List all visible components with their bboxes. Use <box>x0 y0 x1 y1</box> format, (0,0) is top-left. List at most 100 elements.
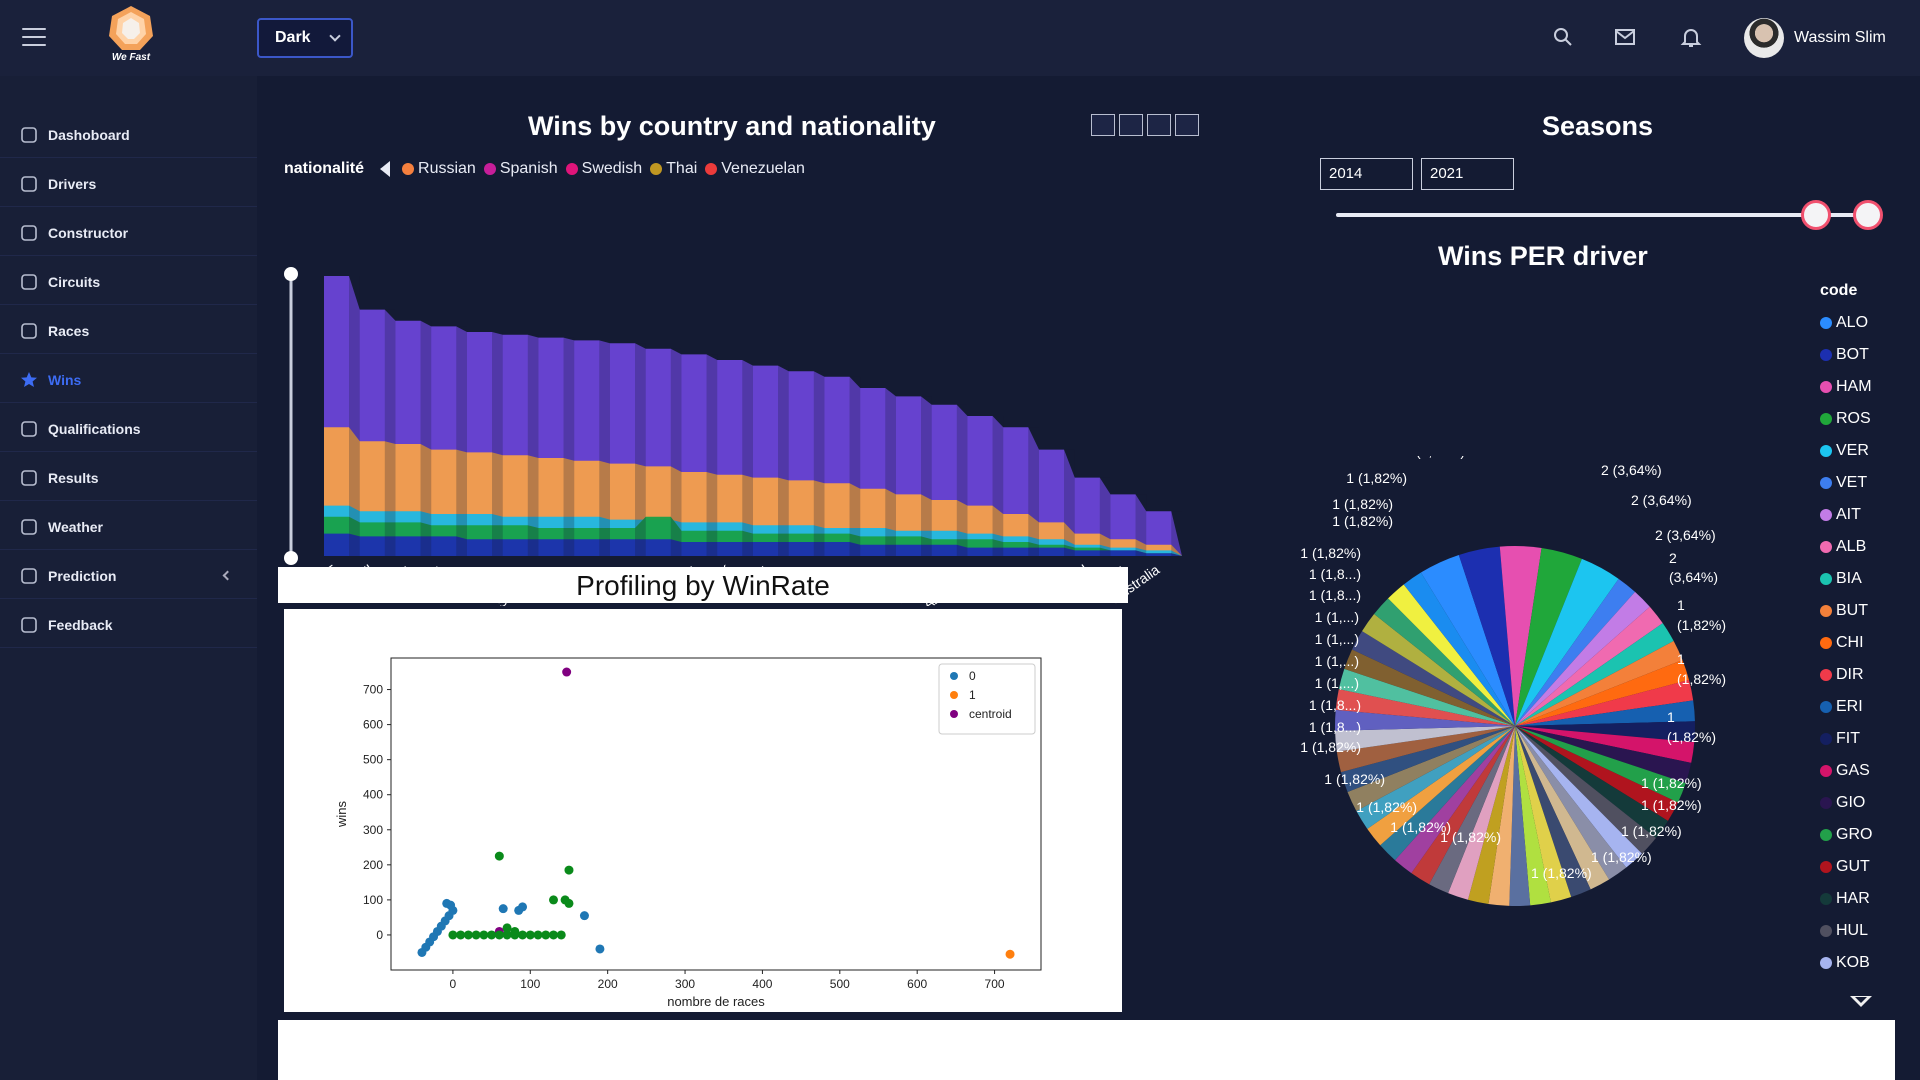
pie-slice[interactable] <box>1515 726 1678 821</box>
pie-slice[interactable] <box>1515 591 1650 726</box>
pie-slice[interactable] <box>1515 700 1695 726</box>
pie-slice[interactable] <box>1515 726 1686 803</box>
season-slider-track[interactable] <box>1336 213 1866 217</box>
code-legend-item[interactable]: GRO <box>1820 819 1872 851</box>
code-legend-item[interactable]: BIA <box>1820 563 1872 595</box>
pie-slice[interactable] <box>1380 726 1515 861</box>
pie-slice[interactable] <box>1403 572 1515 726</box>
bell-icon[interactable] <box>1680 26 1702 48</box>
pie-slice[interactable] <box>1429 726 1515 894</box>
pie-slice[interactable] <box>1515 726 1656 854</box>
sidebar-item-drivers[interactable]: Drivers <box>0 161 257 207</box>
sidebar-item-qualifications[interactable]: Qualifications <box>0 406 257 452</box>
sidebar-item-weather[interactable]: Weather <box>0 504 257 550</box>
sidebar-item-races[interactable]: Races <box>0 308 257 354</box>
pie-slice[interactable] <box>1515 721 1695 743</box>
code-legend-item[interactable]: AIT <box>1820 499 1872 531</box>
pie-slice[interactable] <box>1515 726 1551 906</box>
pie-slice[interactable] <box>1515 726 1627 880</box>
pie-slice[interactable] <box>1515 606 1663 726</box>
legend-item[interactable]: Russian <box>402 160 476 178</box>
code-legend-item[interactable]: BUT <box>1820 595 1872 627</box>
code-legend-item[interactable]: GAS <box>1820 755 1872 787</box>
season-from-input[interactable]: 2014 <box>1320 158 1413 190</box>
pie-slice[interactable] <box>1515 659 1689 726</box>
code-legend-item[interactable]: FIT <box>1820 723 1872 755</box>
pie-slice[interactable] <box>1515 726 1668 839</box>
pie-slice[interactable] <box>1420 554 1515 726</box>
pie-slice[interactable] <box>1515 623 1674 726</box>
pie-slice[interactable] <box>1458 546 1515 726</box>
mail-icon[interactable] <box>1614 26 1636 48</box>
season-slider-handle-end[interactable] <box>1853 200 1883 230</box>
pie-slice[interactable] <box>1352 631 1515 726</box>
pie-slice[interactable] <box>1367 726 1515 846</box>
pie-slice[interactable] <box>1374 598 1515 726</box>
sidebar-item-feedback[interactable]: Feedback <box>0 602 257 648</box>
pie-slice[interactable] <box>1335 709 1515 731</box>
sidebar-item-circuits[interactable]: Circuits <box>0 259 257 305</box>
legend-item[interactable]: Swedish <box>565 160 642 178</box>
pie-slice[interactable] <box>1448 726 1515 900</box>
code-legend-item[interactable]: GIO <box>1820 787 1872 819</box>
legend-scroll-down-icon[interactable] <box>1850 996 1872 1007</box>
search-icon[interactable] <box>1552 26 1574 48</box>
pie-slice[interactable] <box>1515 726 1692 784</box>
pie-slice[interactable] <box>1347 726 1515 812</box>
theme-dropdown[interactable]: Dark <box>257 18 353 58</box>
pie-slice[interactable] <box>1515 726 1695 763</box>
chevron-left-icon[interactable] <box>222 570 233 581</box>
filter-icon[interactable] <box>1119 114 1143 136</box>
pie-slice[interactable] <box>1356 726 1515 829</box>
pie-slice[interactable] <box>1499 546 1542 726</box>
code-legend-item[interactable]: ALB <box>1820 531 1872 563</box>
code-legend-item[interactable]: BOT <box>1820 339 1872 371</box>
range-slider-handle-top[interactable] <box>284 267 298 281</box>
pie-slice[interactable] <box>1336 726 1515 773</box>
pie-slice[interactable] <box>1515 726 1572 903</box>
pie-slice[interactable] <box>1515 547 1582 726</box>
pie-slice[interactable] <box>1344 649 1515 726</box>
legend-item[interactable]: Spanish <box>483 160 558 178</box>
pie-slice[interactable] <box>1515 578 1636 726</box>
pie-slice[interactable] <box>1515 726 1591 898</box>
pie-slice[interactable] <box>1335 726 1515 752</box>
code-legend-item[interactable]: CHI <box>1820 627 1872 659</box>
app-logo[interactable]: We Fast <box>106 4 156 66</box>
pie-slice[interactable] <box>1362 613 1515 726</box>
code-legend-item[interactable]: HUL <box>1820 915 1872 947</box>
code-legend-item[interactable]: DIR <box>1820 659 1872 691</box>
code-legend-item[interactable]: ALO <box>1820 307 1872 339</box>
code-legend-item[interactable]: VET <box>1820 467 1872 499</box>
pie-slice[interactable] <box>1509 726 1531 906</box>
code-legend-item[interactable]: VER <box>1820 435 1872 467</box>
copy-icon[interactable] <box>1091 114 1115 136</box>
sidebar-item-prediction[interactable]: Prediction <box>0 553 257 599</box>
pie-slice[interactable] <box>1515 726 1610 890</box>
pie-slice[interactable] <box>1411 726 1515 885</box>
pie-slice[interactable] <box>1515 726 1642 868</box>
more-icon[interactable] <box>1175 114 1199 136</box>
code-legend-item[interactable]: ROS <box>1820 403 1872 435</box>
sidebar-item-results[interactable]: Results <box>0 455 257 501</box>
sidebar-item-dashoboard[interactable]: Dashoboard <box>0 112 257 158</box>
user-menu[interactable]: Wassim Slim <box>1744 18 1886 58</box>
season-to-input[interactable]: 2021 <box>1421 158 1514 190</box>
range-slider-handle-bottom[interactable] <box>284 551 298 565</box>
legend-item[interactable]: Venezuelan <box>705 160 805 178</box>
code-legend-item[interactable]: GUT <box>1820 851 1872 883</box>
code-legend-item[interactable]: ERI <box>1820 691 1872 723</box>
code-legend-item[interactable]: HAM <box>1820 371 1872 403</box>
code-legend-item[interactable]: KOB <box>1820 947 1872 979</box>
pie-slice[interactable] <box>1515 640 1683 726</box>
expand-icon[interactable] <box>1147 114 1171 136</box>
pie-slice[interactable] <box>1488 726 1515 906</box>
season-slider-handle-start[interactable] <box>1801 200 1831 230</box>
menu-icon[interactable] <box>22 28 46 48</box>
pie-slice[interactable] <box>1515 679 1694 726</box>
pie-slice[interactable] <box>1394 726 1515 874</box>
pie-slice[interactable] <box>1515 558 1619 726</box>
legend-prev-icon[interactable] <box>380 161 391 177</box>
pie-slice[interactable] <box>1338 668 1515 726</box>
sidebar-item-constructor[interactable]: Constructor <box>0 210 257 256</box>
